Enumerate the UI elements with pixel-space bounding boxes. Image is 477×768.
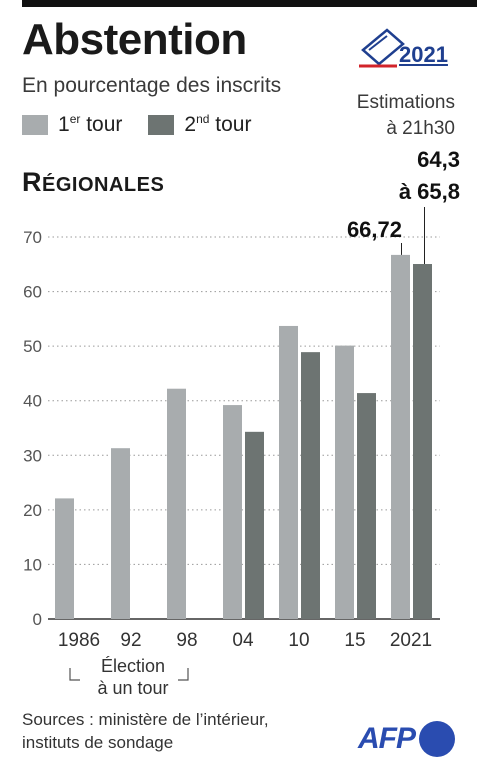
bar-tour1-92 [111, 448, 130, 619]
bar-tour1-98 [167, 388, 186, 619]
afp-logo: AFP [358, 721, 455, 757]
x-tick-label-15: 15 [344, 630, 365, 651]
badge-year: 2021 [399, 42, 448, 67]
afp-logo-text: AFP [358, 722, 416, 755]
sources: Sources : ministère de l’intérieur, inst… [22, 708, 269, 754]
estimation-note: Estimations à 21h30 [357, 90, 455, 142]
legend-item-tour2: 2nd tour [148, 112, 251, 137]
legend-item-tour1: 1er tour [22, 112, 122, 137]
legend-label-tour1: 1er tour [58, 112, 123, 136]
bar-tour2-15 [357, 393, 376, 619]
bar-tour2-04 [245, 431, 264, 619]
x-tick-label-2021: 2021 [390, 630, 432, 651]
bar-tour2-2021 [413, 264, 432, 619]
annotation-tour2-2021-line2: à 65,8 [399, 179, 460, 204]
sources-line1: Sources : ministère de l’intérieur, [22, 710, 269, 729]
y-tick-label-0: 0 [33, 610, 42, 629]
single-round-note: Élection à un tour [78, 655, 188, 699]
x-tick-label-98: 98 [176, 630, 197, 651]
sources-line2: instituts de sondage [22, 733, 174, 752]
y-tick-label-50: 50 [23, 337, 42, 356]
bar-tour1-04 [223, 405, 242, 619]
chart-title: Abstention [22, 15, 247, 64]
single-round-bracket [69, 668, 189, 681]
top-rule [22, 0, 477, 7]
y-tick-label-60: 60 [23, 283, 42, 302]
y-tick-label-10: 10 [23, 555, 42, 574]
ballot-badge: 2021 [357, 20, 455, 70]
legend-label-tour2: 2nd tour [184, 112, 252, 136]
annotation-tour1-2021: 66,72 [347, 217, 402, 242]
x-tick-label-04: 04 [232, 630, 254, 651]
note-line1: Élection [100, 656, 166, 676]
bar-tour2-10 [301, 352, 320, 619]
x-tick-label-92: 92 [120, 630, 141, 651]
bar-tour1-15 [335, 345, 354, 619]
x-tick-label-10: 10 [288, 630, 309, 651]
y-tick-label-20: 20 [23, 501, 42, 520]
chart-subtitle: En pourcentage des inscrits [22, 74, 282, 97]
y-tick-label-40: 40 [23, 392, 42, 411]
legend-swatch-tour1 [22, 114, 48, 135]
bar-tour1-2021 [391, 254, 410, 620]
annotation-tour2-2021-line1: 64,3 [417, 147, 460, 172]
section-title: RÉGIONALES [22, 167, 165, 197]
afp-logo-dot [419, 721, 455, 757]
note-line2: à un tour [97, 678, 169, 698]
bar-tour1-1986 [55, 498, 74, 619]
bar-tour1-10 [279, 325, 298, 619]
legend-swatch-tour2 [148, 114, 175, 135]
estimation-line1: Estimations [356, 92, 455, 113]
x-tick-label-1986: 1986 [58, 630, 100, 651]
ballot-box-icon [359, 28, 405, 68]
y-tick-label-70: 70 [23, 228, 42, 247]
legend: 1er tour 2nd tour [22, 112, 277, 137]
y-tick-label-30: 30 [23, 446, 42, 465]
estimation-line2: à 21h30 [386, 118, 455, 139]
